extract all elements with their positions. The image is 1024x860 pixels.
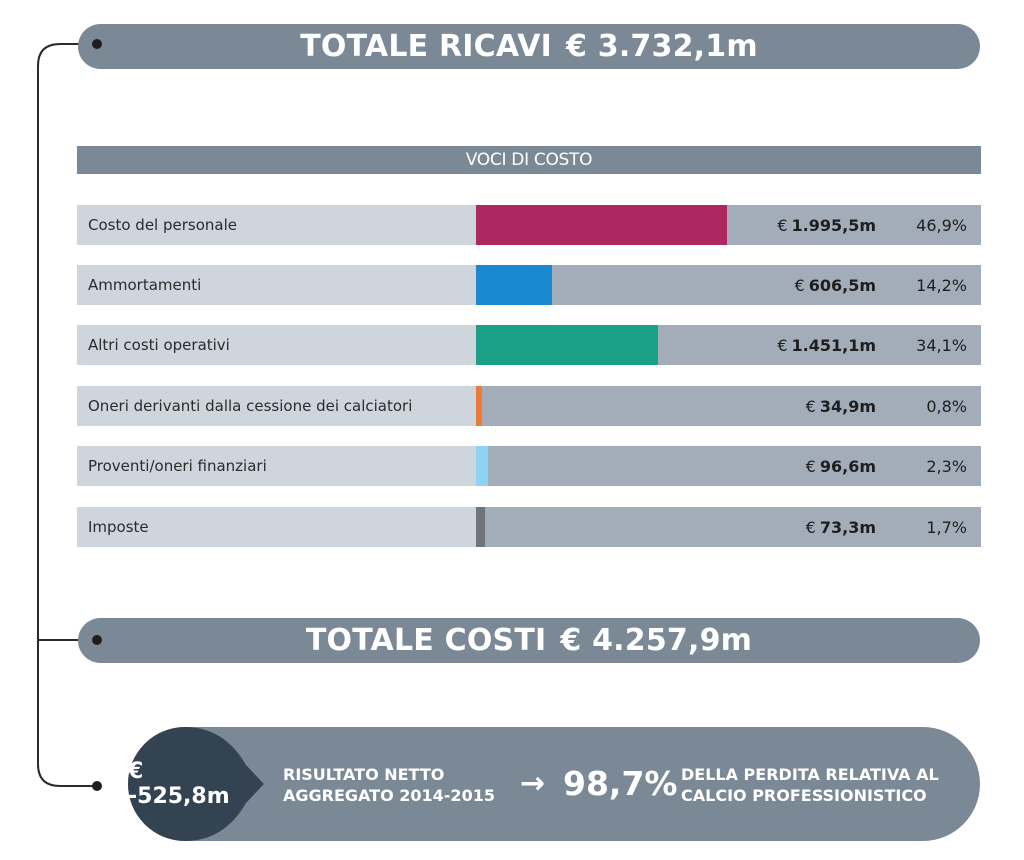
- loss-percent: 98,7%: [563, 764, 678, 803]
- value-number: 96,6m: [819, 456, 876, 476]
- bar: [476, 205, 727, 245]
- category-label: Oneri derivanti dalla cessione dei calci…: [77, 386, 476, 426]
- chart-row: Oneri derivanti dalla cessione dei calci…: [77, 386, 981, 426]
- totale-ricavi-value: € 3.732,1m: [566, 29, 758, 64]
- value-number: 1.451,1m: [791, 335, 877, 355]
- value-number: 1.995,5m: [791, 215, 877, 235]
- bar-track: [476, 386, 981, 426]
- category-label: Imposte: [77, 507, 476, 547]
- percent-label: 14,2%: [916, 275, 967, 295]
- totale-costi-value: € 4.257,9m: [560, 623, 753, 658]
- bar: [476, 446, 488, 486]
- result-description: DELLA PERDITA RELATIVA AL CALCIO PROFESS…: [681, 764, 939, 806]
- bar-track: [476, 205, 981, 245]
- result-circle: [128, 727, 264, 841]
- arrow-right-icon: →: [520, 766, 546, 801]
- value-number: 606,5m: [808, 275, 876, 295]
- currency-symbol: €: [794, 275, 805, 295]
- currency-symbol: €: [777, 215, 788, 235]
- percent-label: 46,9%: [916, 215, 967, 235]
- result-caption-line1: RISULTATO NETTO: [283, 765, 445, 784]
- chart-row: Proventi/oneri finanziari €96,6m 2,3%: [77, 446, 981, 486]
- chart-row: Costo del personale €1.995,5m 46,9%: [77, 205, 981, 245]
- totale-ricavi-banner: TOTALE RICAVI € 3.732,1m: [78, 24, 980, 69]
- currency-symbol: €: [805, 396, 816, 416]
- bar: [476, 325, 658, 365]
- currency-symbol: €: [805, 517, 816, 537]
- value-label: €1.451,1m: [777, 325, 876, 365]
- value-number: 73,3m: [819, 517, 876, 537]
- value-label: €606,5m: [795, 265, 876, 305]
- chart-row: Altri costi operativi €1.451,1m 34,1%: [77, 325, 981, 365]
- chart-title: VOCI DI COSTO: [77, 146, 981, 174]
- result-banner: [128, 727, 980, 841]
- percent-label: 34,1%: [916, 335, 967, 355]
- value-label: €96,6m: [806, 446, 876, 486]
- bar-track: [476, 325, 981, 365]
- totale-costi-label: TOTALE COSTI: [305, 623, 547, 658]
- value-number: 34,9m: [819, 396, 876, 416]
- result-caption-line2: AGGREGATO 2014-2015: [283, 786, 495, 805]
- bar-track: [476, 446, 981, 486]
- currency-symbol: €: [777, 335, 788, 355]
- totale-costi-banner: TOTALE COSTI € 4.257,9m: [78, 618, 980, 663]
- bar-track: [476, 507, 981, 547]
- bar-track: [476, 265, 981, 305]
- percent-label: 1,7%: [926, 517, 967, 537]
- net-result-value: € -525,8m: [128, 759, 230, 809]
- value-label: €73,3m: [806, 507, 876, 547]
- totale-ricavi-label: TOTALE RICAVI: [300, 29, 553, 64]
- bar: [476, 265, 552, 305]
- bar: [476, 386, 482, 426]
- percent-label: 2,3%: [926, 456, 967, 476]
- value-label: €34,9m: [806, 386, 876, 426]
- category-label: Ammortamenti: [77, 265, 476, 305]
- category-label: Proventi/oneri finanziari: [77, 446, 476, 486]
- chart-row: Imposte €73,3m 1,7%: [77, 507, 981, 547]
- category-label: Costo del personale: [77, 205, 476, 245]
- result-description-line1: DELLA PERDITA RELATIVA AL: [681, 765, 939, 784]
- category-label: Altri costi operativi: [77, 325, 476, 365]
- chart-row: Ammortamenti €606,5m 14,2%: [77, 265, 981, 305]
- bar: [476, 507, 485, 547]
- percent-label: 0,8%: [926, 396, 967, 416]
- value-label: €1.995,5m: [777, 205, 876, 245]
- result-caption: RISULTATO NETTO AGGREGATO 2014-2015: [283, 764, 495, 806]
- currency-symbol: €: [805, 456, 816, 476]
- result-description-line2: CALCIO PROFESSIONISTICO: [681, 786, 927, 805]
